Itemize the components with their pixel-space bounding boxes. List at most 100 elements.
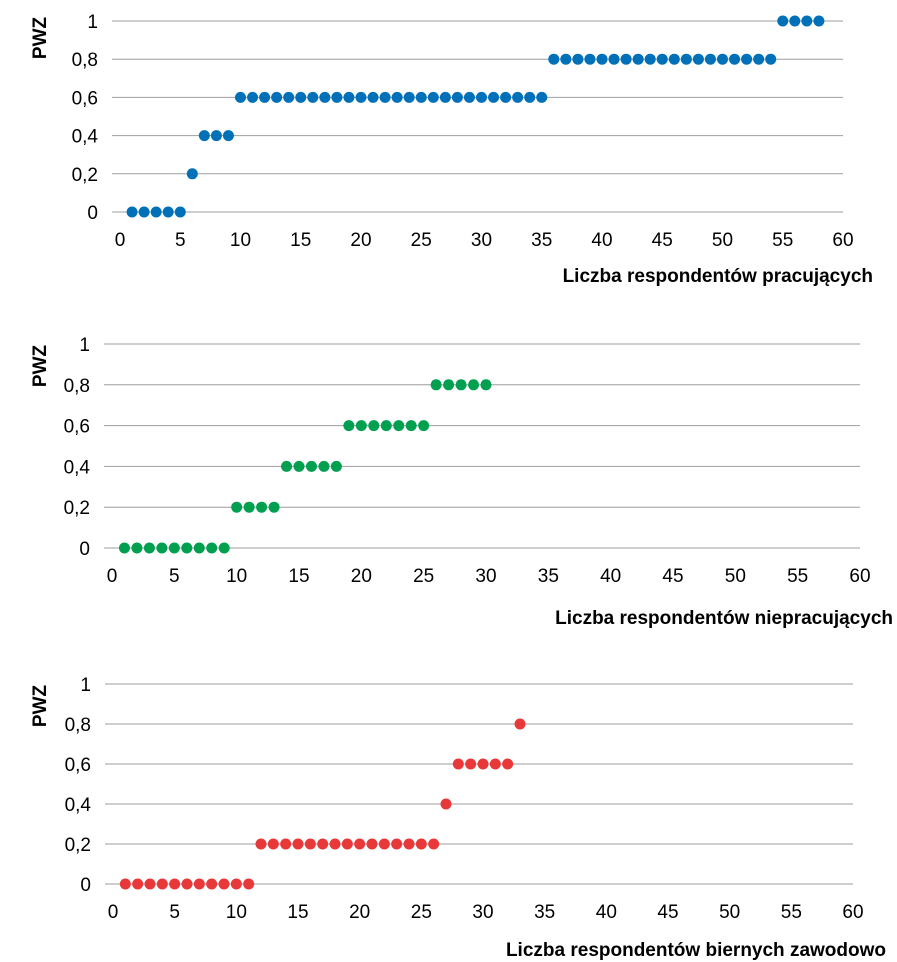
data-point [476,91,487,103]
data-point [463,91,475,103]
data-point [293,460,305,472]
x-tick-label: 55 [781,902,802,923]
data-point [218,878,230,890]
data-point [443,379,455,391]
data-point [480,379,492,391]
data-point [222,130,234,142]
data-point [283,91,295,103]
x-tick-label: 20 [349,902,370,923]
x-tick-label: 20 [350,230,371,251]
data-point [343,420,355,432]
x-tick-label: 45 [662,566,683,587]
data-point [206,878,218,890]
data-point [500,91,512,103]
data-point [206,542,218,554]
x-tick-label: 60 [842,902,863,923]
data-point [380,420,392,432]
data-point [403,838,415,850]
data-point [668,53,680,65]
data-point [415,91,427,103]
data-point [268,501,280,513]
x-tick-label: 50 [725,566,746,587]
x-tick-label: 30 [475,566,496,587]
x-tick-label: 5 [169,566,180,587]
scatter-chart-pracujacy: 00,20,40,60,810 5 10 15 20 25 30 35 40 45 50 55 60PW… [30,12,873,287]
data-point [512,91,524,103]
data-point [418,420,430,432]
data-point [247,91,259,103]
y-tick-label: 0,2 [65,835,91,856]
scatter-chart-bierni-zawodowo: 00,20,40,60,810 5 10 15 20 25 30 35 40 45 50 55 60PW… [30,675,886,961]
data-point [801,15,813,27]
data-point [548,53,560,65]
data-point [118,542,130,554]
data-point [329,838,341,850]
data-point [186,168,198,180]
y-tick-label: 1 [80,675,91,696]
data-point [156,542,168,554]
data-point [680,53,692,65]
data-point [318,460,330,472]
data-point [439,91,451,103]
x-tick-label: 60 [849,566,870,587]
data-point [366,838,378,850]
data-point [514,718,526,730]
data-point [393,420,405,432]
data-point [813,15,825,27]
y-tick-label: 0,6 [65,755,91,776]
data-point [765,53,777,65]
data-point [317,838,329,850]
x-tick-label: 55 [787,566,808,587]
x-tick-label: 10 [226,902,247,923]
data-point [256,501,268,513]
data-point [524,91,536,103]
x-tick-label: 0 [115,230,126,251]
data-point [632,53,644,65]
data-point [584,53,596,65]
x-tick-label: 40 [591,230,612,251]
y-tick-label: 0,8 [72,50,98,71]
x-tick-label: 35 [534,902,555,923]
data-point [489,758,501,770]
data-point [354,838,366,850]
data-point [608,53,620,65]
data-point [427,91,439,103]
data-point [468,379,480,391]
data-point [267,838,279,850]
data-point [193,542,205,554]
data-point [455,379,467,391]
x-tick-label: 50 [719,902,740,923]
y-tick-label: 1 [79,335,90,356]
data-point [132,878,144,890]
y-tick-label: 0,6 [72,88,98,109]
data-point [143,542,155,554]
data-point [198,130,210,142]
data-point [156,878,168,890]
data-point [281,460,293,472]
data-point [138,206,150,218]
data-point [231,501,243,513]
data-point [169,878,181,890]
y-tick-label: 1 [87,12,98,33]
data-point [620,53,632,65]
x-tick-label: 15 [290,230,311,251]
data-point [255,838,267,850]
y-tick-label: 0,8 [64,376,90,397]
data-point [572,53,584,65]
x-tick-label: 20 [351,566,372,587]
data-point [292,838,304,850]
y-tick-label: 0,8 [65,715,91,736]
data-point [295,91,307,103]
data-point [168,542,180,554]
data-point [403,91,415,103]
data-point [193,878,205,890]
data-point [378,838,390,850]
data-point [368,420,380,432]
data-point [131,542,143,554]
y-tick-label: 0,6 [64,417,90,438]
data-point [126,206,138,218]
data-point [379,91,391,103]
y-tick-label: 0,4 [65,795,92,816]
data-point [596,53,608,65]
data-point [488,91,500,103]
